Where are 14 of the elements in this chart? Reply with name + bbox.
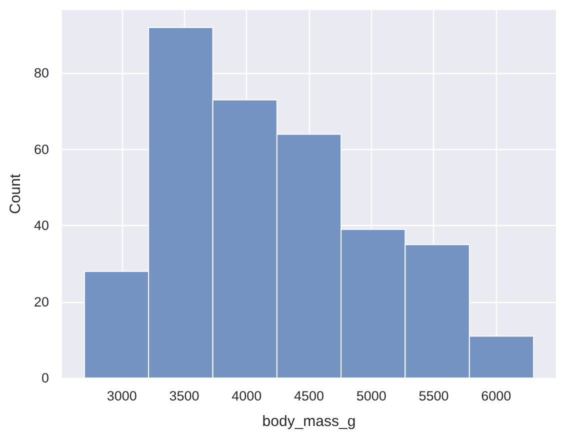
x-tick-label: 5000 <box>356 388 386 404</box>
x-tick-label: 3000 <box>106 388 137 404</box>
y-axis-title: Count <box>7 173 24 214</box>
y-tick-label: 20 <box>34 294 49 310</box>
x-tick-label: 4000 <box>232 388 262 404</box>
y-tick-label: 40 <box>34 218 49 234</box>
x-tick-label: 3500 <box>169 388 200 404</box>
x-tick-label: 5500 <box>418 388 449 404</box>
x-tick-label: 4500 <box>294 388 324 404</box>
y-tick-label: 80 <box>34 66 49 81</box>
x-tick-label: 6000 <box>481 388 512 404</box>
y-tick-label: 0 <box>41 370 49 386</box>
y-tick-label: 60 <box>34 142 49 157</box>
x-axis-title: body_mass_g <box>262 413 356 430</box>
